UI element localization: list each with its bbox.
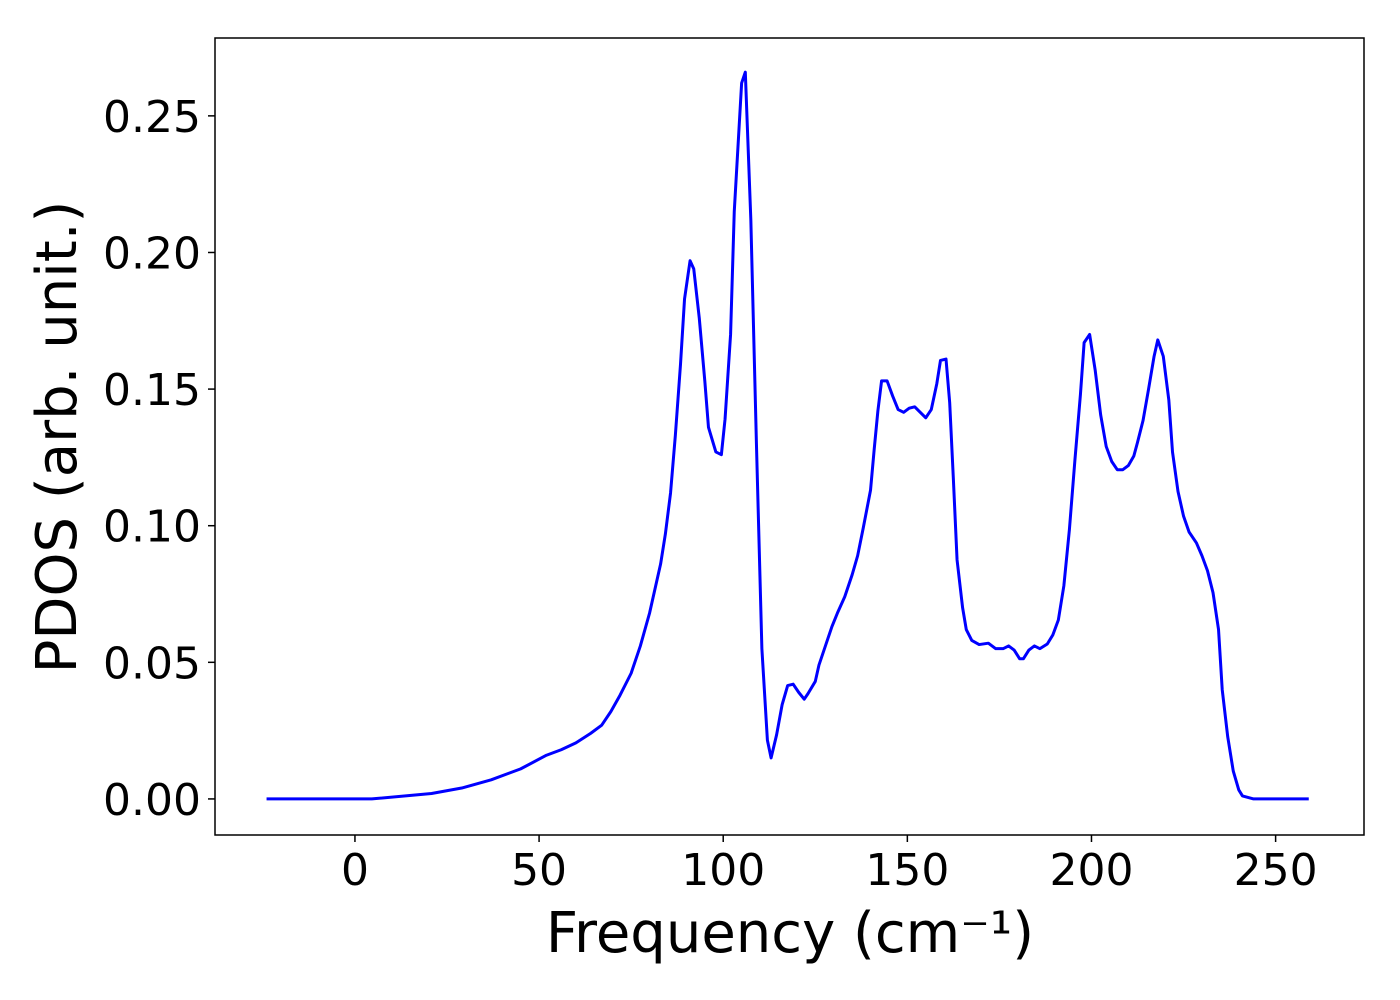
x-axis-label: Frequency (cm⁻¹) <box>546 901 1034 966</box>
y-tick-label: 0.10 <box>103 502 201 553</box>
plot-frame <box>214 37 1365 836</box>
y-tick-label: 0.20 <box>103 228 201 279</box>
x-tick-label: 200 <box>1049 845 1133 896</box>
x-tick-label: 0 <box>341 845 369 896</box>
x-tick-label: 250 <box>1234 845 1318 896</box>
x-tick-label: 50 <box>511 845 567 896</box>
line <box>266 70 1309 801</box>
x-tick-label: 150 <box>865 845 949 896</box>
y-tick-label: 0.00 <box>103 775 201 826</box>
x-tick-label: 100 <box>681 845 765 896</box>
y-axis-label: PDOS (arb. unit.) <box>25 201 90 674</box>
y-tick-label: 0.25 <box>103 92 201 143</box>
y-tick-label: 0.05 <box>103 638 201 689</box>
y-tick-label: 0.15 <box>103 365 201 416</box>
